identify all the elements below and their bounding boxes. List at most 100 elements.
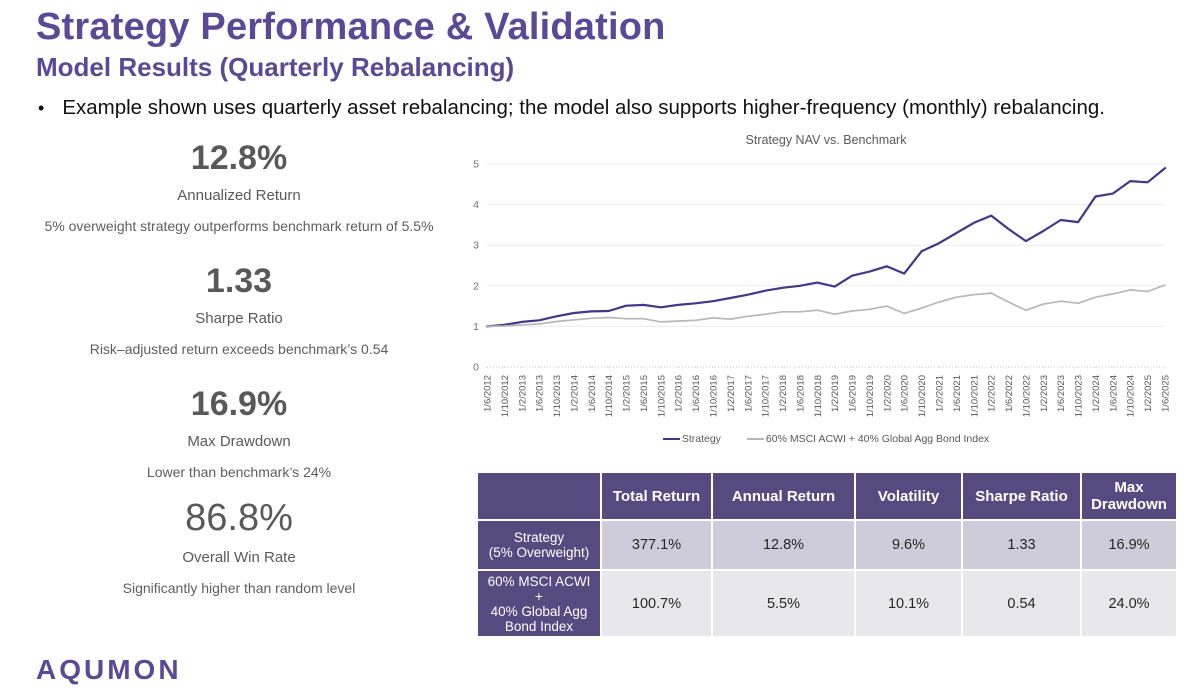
x-axis-tick-label: 1/10/2023 xyxy=(1074,375,1085,417)
x-axis-tick-label: 1/2/2018 xyxy=(778,375,789,412)
table-cell: 5.5% xyxy=(713,571,854,636)
x-axis-tick-label: 1/6/2015 xyxy=(639,375,650,412)
aqumon-logo: AQUMON xyxy=(36,654,182,685)
x-axis-tick-label: 1/6/2018 xyxy=(795,375,806,412)
x-axis-tick-label: 1/6/2023 xyxy=(1056,375,1067,412)
legend-item: 60% MSCI ACWI + 40% Global Agg Bond Inde… xyxy=(746,433,990,445)
table-cell: 0.54 xyxy=(963,571,1080,636)
metric-desc: Significantly higher than random level xyxy=(122,580,356,596)
x-axis-tick-label: 1/2/2024 xyxy=(1091,375,1102,412)
legend-label: Strategy xyxy=(681,433,721,445)
x-axis-tick-label: 1/6/2025 xyxy=(1161,375,1172,412)
y-axis-tick-label: 0 xyxy=(473,362,479,374)
table-header-cell: Sharpe Ratio xyxy=(963,473,1080,519)
legend-line-swatch xyxy=(746,438,764,440)
x-axis-tick-label: 1/10/2012 xyxy=(500,375,511,417)
x-axis-tick-label: 1/2/2025 xyxy=(1143,375,1154,412)
metric-win-rate: 86.8% Overall Win Rate Significantly hig… xyxy=(0,496,478,596)
table-row-label: 60% MSCI ACWI +40% Global Agg Bond Index xyxy=(478,571,600,636)
x-axis-tick-label: 1/2/2017 xyxy=(726,375,737,412)
metric-value: 12.8% xyxy=(190,139,288,177)
x-axis-tick-label: 1/2/2022 xyxy=(987,375,998,412)
metric-value: 86.8% xyxy=(185,497,293,539)
x-axis-tick-label: 1/6/2022 xyxy=(1004,375,1015,412)
series-line-strategy xyxy=(485,167,1167,328)
table-cell: 1.33 xyxy=(963,521,1080,569)
nav-vs-benchmark-chart: Strategy NAV vs. Benchmark 0 1 2 3 4 5 1/6/201… xyxy=(458,130,1172,460)
page-title: Strategy Performance & Validation xyxy=(36,6,666,48)
metric-desc: 5% overweight strategy outperforms bench… xyxy=(44,218,434,234)
table-cell: 12.8% xyxy=(713,521,854,569)
legend-label: 60% MSCI ACWI + 40% Global Agg Bond Inde… xyxy=(765,433,990,445)
x-axis-tick-label: 1/10/2014 xyxy=(604,375,615,417)
x-axis-tick-label: 1/2/2015 xyxy=(622,375,633,412)
x-axis-tick-label: 1/10/2021 xyxy=(969,375,980,417)
x-axis-tick-label: 1/10/2018 xyxy=(813,375,824,417)
metric-label: Annualized Return xyxy=(177,187,301,204)
x-axis-tick-label: 1/2/2023 xyxy=(1039,375,1050,412)
table-header-cell: Max Drawdown xyxy=(1082,473,1176,519)
table-header-cell xyxy=(478,473,600,519)
chart-title: Strategy NAV vs. Benchmark xyxy=(745,133,907,147)
metric-value: 1.33 xyxy=(205,262,273,300)
metric-label: Overall Win Rate xyxy=(182,549,296,566)
bullet-marker-icon: • xyxy=(38,98,45,118)
x-axis-tick-label: 1/6/2024 xyxy=(1108,375,1119,412)
x-axis-tick-label: 1/6/2017 xyxy=(743,375,754,412)
x-axis-tick-label: 1/2/2020 xyxy=(882,375,893,412)
x-axis-tick-label: 1/6/2013 xyxy=(535,375,546,412)
metric-label: Sharpe Ratio xyxy=(195,310,283,327)
y-axis-tick-label: 5 xyxy=(473,159,479,171)
metric-annualized-return: 12.8% Annualized Return 5% overweight st… xyxy=(0,138,478,234)
x-axis-tick-label: 1/2/2014 xyxy=(569,375,580,412)
table-header-cell: Total Return xyxy=(602,473,711,519)
y-axis-tick-label: 2 xyxy=(473,280,479,292)
x-axis-tick-label: 1/6/2020 xyxy=(900,375,911,412)
x-axis-tick-label: 1/10/2015 xyxy=(656,375,667,417)
x-axis-tick-label: 1/10/2020 xyxy=(917,375,928,417)
metric-sharpe-ratio: 1.33 Sharpe Ratio Risk–adjusted return e… xyxy=(0,261,478,357)
table-cell: 16.9% xyxy=(1082,521,1176,569)
x-axis-tick-label: 1/6/2012 xyxy=(483,375,494,412)
x-axis-tick-label: 1/10/2019 xyxy=(865,375,876,417)
x-axis-tick-label: 1/6/2019 xyxy=(848,375,859,412)
metric-label: Max Drawdown xyxy=(187,433,291,450)
page-subtitle: Model Results (Quarterly Rebalancing) xyxy=(36,52,515,82)
table-cell: 9.6% xyxy=(856,521,961,569)
table-cell: 100.7% xyxy=(602,571,711,636)
x-axis-tick-label: 1/2/2013 xyxy=(517,375,528,412)
chart-legend: Strategy 60% MSCI ACWI + 40% Global Agg B… xyxy=(487,433,1165,445)
table-cell: 24.0% xyxy=(1082,571,1176,636)
x-axis-tick-label: 1/2/2016 xyxy=(674,375,685,412)
metric-desc: Risk–adjusted return exceeds benchmark’s… xyxy=(89,341,389,357)
x-axis-tick-label: 1/6/2016 xyxy=(691,375,702,412)
bullet-text: Example shown uses quarterly asset rebal… xyxy=(62,96,1105,119)
series-line-benchmark xyxy=(486,284,1166,328)
x-axis-tick-label: 1/2/2021 xyxy=(935,375,946,412)
y-axis-tick-label: 3 xyxy=(473,240,479,252)
table-header-cell: Annual Return xyxy=(713,473,854,519)
x-axis-tick-label: 1/6/2021 xyxy=(952,375,963,412)
table-row-label: Strategy (5% Overweight) xyxy=(478,521,600,569)
legend-item: Strategy xyxy=(662,433,721,445)
x-axis-tick-label: 1/10/2017 xyxy=(761,375,772,417)
x-axis-tick-label: 1/2/2019 xyxy=(830,375,841,412)
x-axis-tick-label: 1/6/2014 xyxy=(587,375,598,412)
metric-desc: Lower than benchmark’s 24% xyxy=(146,464,332,480)
metric-value: 16.9% xyxy=(190,385,288,423)
line-chart-plot: 0 1 2 3 4 5 1/6/2012 1/10/2012 1/2/2013 1/6/2013 1… xyxy=(473,159,1172,418)
x-axis-tick-label: 1/10/2022 xyxy=(1021,375,1032,417)
table-cell: 377.1% xyxy=(602,521,711,569)
table-cell: 10.1% xyxy=(856,571,961,636)
legend-line-swatch xyxy=(662,438,680,440)
performance-table: Total Return Annual Return Volatility Sharp… xyxy=(478,473,1176,636)
metric-max-drawdown: 16.9% Max Drawdown Lower than benchmark’… xyxy=(0,384,478,480)
x-axis-tick-label: 1/10/2016 xyxy=(709,375,720,417)
bullet-point: • Example shown uses quarterly asset reb… xyxy=(38,96,1168,120)
y-axis-tick-label: 1 xyxy=(473,321,479,333)
table-header-cell: Volatility xyxy=(856,473,961,519)
x-axis-tick-label: 1/10/2024 xyxy=(1126,375,1137,417)
y-axis-tick-label: 4 xyxy=(473,199,479,211)
x-axis-tick-label: 1/10/2013 xyxy=(552,375,563,417)
